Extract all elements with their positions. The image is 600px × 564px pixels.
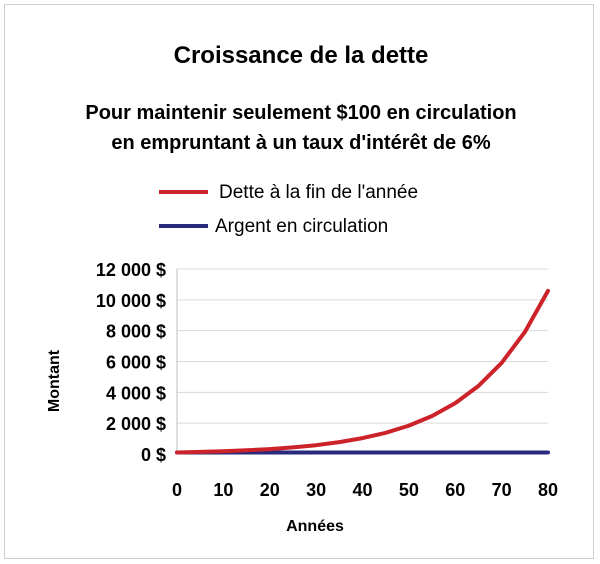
x-axis-label: Années: [286, 518, 344, 535]
x-tick-label: 30: [306, 480, 326, 500]
x-tick-label: 20: [260, 480, 280, 500]
chart-frame: Croissance de la dette Pour maintenir se…: [4, 4, 594, 559]
y-tick-label: 10 000 $: [96, 291, 166, 311]
x-tick-label: 40: [352, 480, 372, 500]
y-tick-label: 0 $: [141, 445, 166, 465]
x-tick-label: 10: [213, 480, 233, 500]
legend-label-argent: Argent en circulation: [215, 216, 388, 237]
chart-svg: Croissance de la dette Pour maintenir se…: [46, 42, 558, 535]
chart-legend: Dette à la fin de l'année Argent en circ…: [159, 182, 418, 237]
chart-title: Croissance de la dette: [174, 42, 429, 69]
y-axis-label: Montant: [46, 349, 63, 412]
chart-subtitle-line-1: Pour maintenir seulement $100 en circula…: [85, 102, 516, 124]
x-tick-label: 80: [538, 480, 558, 500]
x-tick-label: 60: [445, 480, 465, 500]
y-tick-label: 6 000 $: [106, 353, 166, 373]
chart-subtitle-line-2: en empruntant à un taux d'intérêt de 6%: [111, 132, 490, 154]
legend-label-dette: Dette à la fin de l'année: [219, 182, 418, 203]
y-tick-label: 4 000 $: [106, 383, 166, 403]
x-tick-label: 50: [399, 480, 419, 500]
plot-area: 0 $ 2 000 $ 4 000 $ 6 000 $ 8 000 $ 10 000 $ 1…: [96, 260, 558, 500]
y-tick-label: 12 000 $: [96, 260, 166, 280]
series-line-dette: [175, 288, 550, 455]
y-tick-label: 8 000 $: [106, 322, 166, 342]
x-tick-label: 70: [492, 480, 512, 500]
x-tick-label: 0: [172, 480, 182, 500]
y-tick-label: 2 000 $: [106, 414, 166, 434]
